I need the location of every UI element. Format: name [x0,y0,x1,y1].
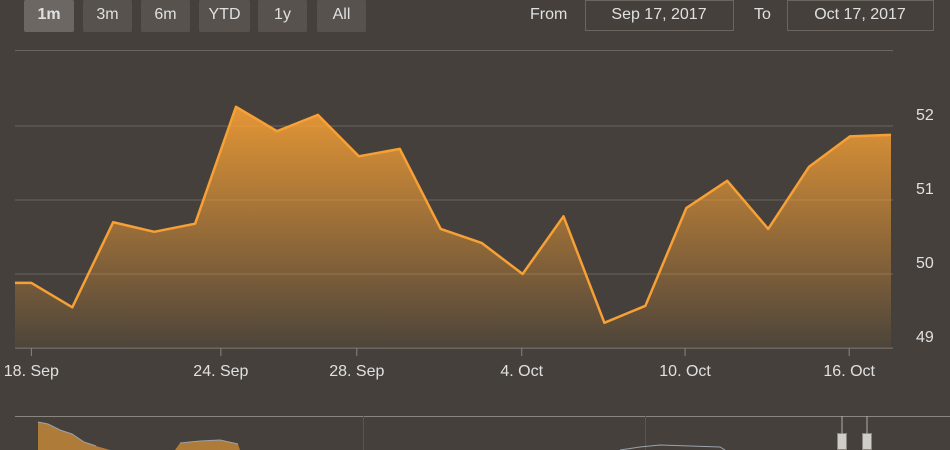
y-tick-label: 49 [916,329,934,346]
area-fill [15,106,891,348]
y-tick-label: 51 [916,181,934,198]
range-button[interactable] [141,0,190,32]
from-label: From [530,6,567,23]
range-button[interactable] [24,0,74,32]
range-button-label[interactable]: 3m [96,6,118,23]
range-button-label[interactable]: 6m [154,6,176,23]
to-input[interactable] [787,0,934,31]
range-button-label[interactable]: 1m [37,6,60,23]
to-value[interactable]: Oct 17, 2017 [814,6,906,23]
x-tick-label: 10. Oct [659,363,711,380]
range-button[interactable] [258,0,307,32]
x-tick-label: 18. Sep [4,363,59,380]
area-line [15,105,892,325]
y-tick-label: 52 [916,107,934,124]
range-button[interactable] [199,0,250,32]
to-label: To [754,6,771,23]
from-value[interactable]: Sep 17, 2017 [611,6,706,23]
navigator [15,416,950,450]
range-button-label[interactable]: All [333,6,351,23]
from-input[interactable] [585,0,734,31]
range-button[interactable] [317,0,366,32]
x-tick-label: 16. Oct [823,363,875,380]
x-tick-label: 28. Sep [329,363,384,380]
x-tick-label: 4. Oct [500,363,543,380]
range-button-label[interactable]: 1y [274,6,291,23]
y-tick-label: 50 [916,255,934,272]
x-tick-label: 24. Sep [193,363,248,380]
range-button-label[interactable]: YTD [209,6,241,23]
series [15,105,892,348]
range-button[interactable] [83,0,132,32]
